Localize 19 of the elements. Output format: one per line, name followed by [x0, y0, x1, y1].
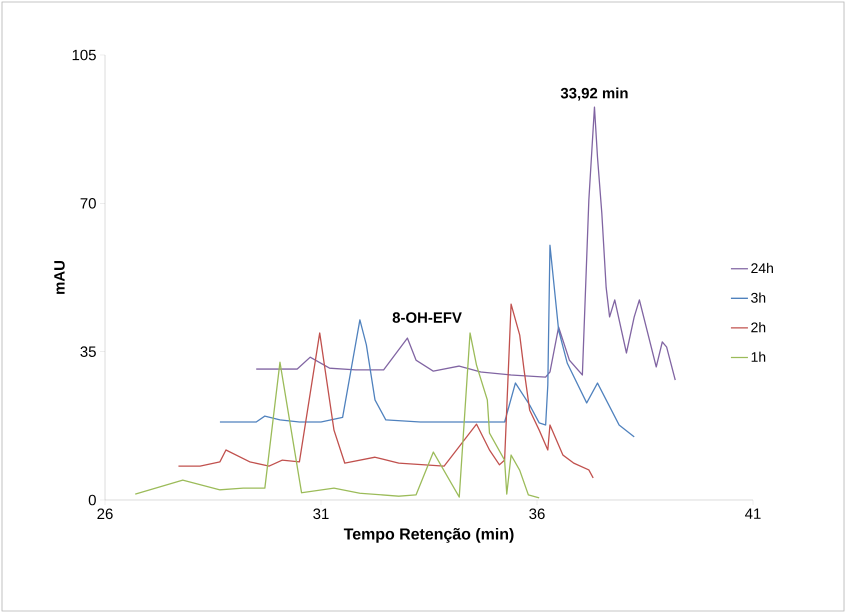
y-tick-label: 0 — [88, 494, 96, 506]
y-axis-title: mAU — [54, 260, 65, 294]
legend-label: 2h — [751, 322, 766, 332]
line-series — [134, 332, 540, 499]
x-tick-label: 36 — [529, 508, 545, 520]
y-tick-label: 105 — [72, 50, 96, 60]
line-series — [256, 106, 676, 381]
legend-label: 24h — [751, 262, 773, 274]
legend-label: 3h — [751, 292, 766, 303]
annotation: 33,92 min — [560, 87, 628, 101]
x-axis-title: Tempo Retenção (min) — [344, 528, 514, 543]
y-tick-label: 70 — [80, 198, 96, 209]
line-series — [178, 304, 594, 479]
annotation: 8-OH-EFV — [392, 312, 462, 323]
x-tick-label: 41 — [745, 508, 761, 519]
y-tick-label: 35 — [80, 346, 96, 357]
legend-label: 1h — [752, 352, 766, 362]
x-tick-label: 31 — [313, 508, 329, 520]
x-tick-label: 26 — [97, 508, 113, 520]
